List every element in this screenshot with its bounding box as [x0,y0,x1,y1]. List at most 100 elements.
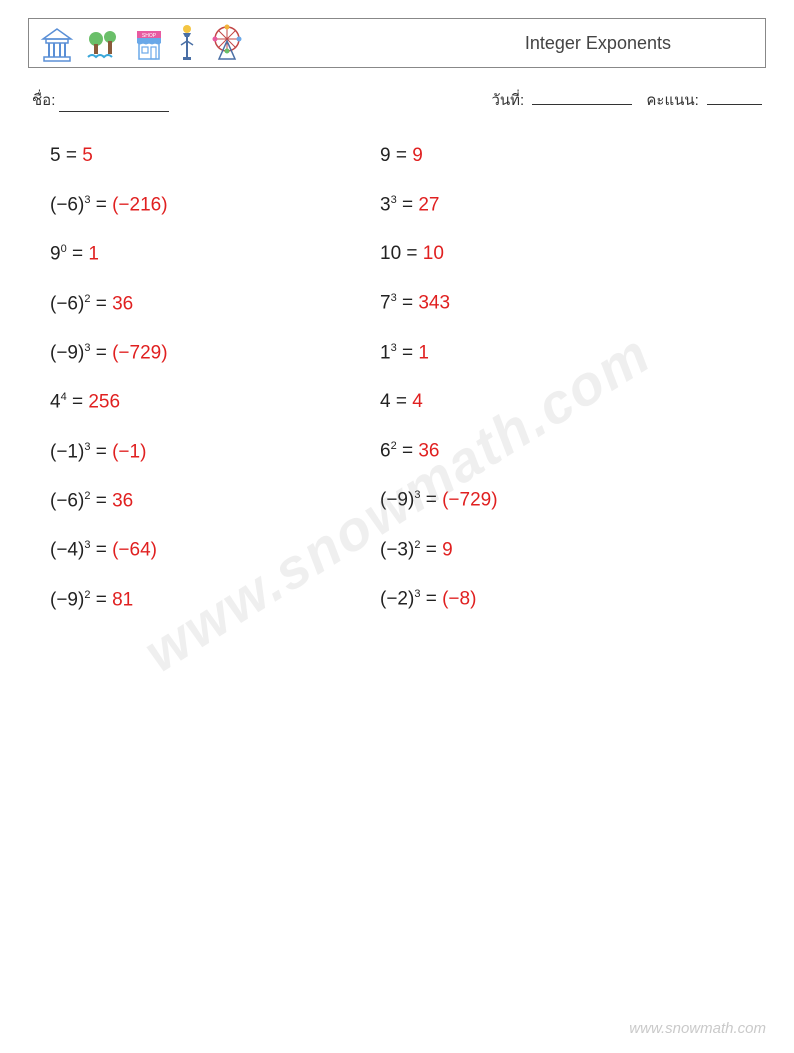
equals-sign: = [420,490,442,511]
equals-sign: = [90,441,112,462]
equals-sign: = [90,194,112,215]
problem-base: 7 [380,293,391,314]
equals-sign: = [90,293,112,314]
problem-base: (−6) [50,194,84,215]
problem-base: (−9) [380,490,414,511]
meta-row: ชื่อ: วันที่: คะแนน: [32,88,762,112]
score-label: คะแนน: [646,92,698,109]
name-label: ชื่อ: [32,88,55,112]
worksheet-title: Integer Exponents [525,33,751,54]
problem-answer: (−1) [112,441,146,462]
problem-exponent: 2 [84,293,90,305]
problem-answer: 1 [418,342,429,363]
problem-row: 10 = 10 [380,244,710,263]
problem-exponent: 3 [391,194,397,206]
problem-answer: 81 [112,589,133,610]
footer-url: www.snowmath.com [629,1020,766,1037]
equals-sign: = [401,243,423,264]
problem-exponent: 2 [414,539,420,551]
problem-base: 4 [50,392,61,413]
problems-column-right: 9 = 933 = 2710 = 1073 = 34313 = 14 = 462… [380,146,710,639]
problem-base: 6 [380,440,391,461]
problem-answer: 36 [418,440,439,461]
problem-row: (−9)3 = (−729) [50,343,380,362]
problem-answer: 27 [418,194,439,215]
problem-base: (−6) [50,490,84,511]
ferriswheel-icon [207,23,247,63]
equals-sign: = [391,145,413,166]
equals-sign: = [61,145,83,166]
problem-row: 13 = 1 [380,343,710,362]
streetlamp-icon [177,23,197,63]
date-blank [532,89,632,105]
problem-row: (−6)2 = 36 [50,491,380,510]
equals-sign: = [397,293,419,314]
problem-exponent: 3 [391,342,397,354]
problem-base: (−6) [50,293,84,314]
equals-sign: = [420,539,442,560]
problem-exponent: 2 [84,589,90,601]
problem-row: (−4)3 = (−64) [50,540,380,559]
problem-row: (−6)3 = (−216) [50,195,380,214]
problem-row: 44 = 256 [50,392,380,411]
equals-sign: = [90,342,112,363]
problem-exponent: 3 [84,194,90,206]
score-blank [707,89,762,105]
problem-row: 73 = 343 [380,293,710,312]
problem-row: 90 = 1 [50,244,380,263]
problem-answer: 5 [82,145,93,166]
equals-sign: = [391,391,413,412]
header-box: SHOP [28,18,766,68]
problem-answer: 256 [88,392,120,413]
problem-answer: (−8) [442,588,476,609]
problem-answer: (−729) [112,342,167,363]
problem-exponent: 0 [61,243,67,255]
equals-sign: = [397,342,419,363]
problem-exponent: 3 [84,441,90,453]
problem-exponent: 3 [84,539,90,551]
trees-icon [85,27,121,63]
problem-row: (−3)2 = 9 [380,540,710,559]
name-blank [59,96,169,112]
problem-base: 5 [50,145,61,166]
equals-sign: = [90,589,112,610]
equals-sign: = [90,540,112,561]
equals-sign: = [397,194,419,215]
problem-base: 3 [380,194,391,215]
equals-sign: = [397,440,419,461]
problem-row: (−9)2 = 81 [50,590,380,609]
problems-grid: 5 = 5(−6)3 = (−216)90 = 1(−6)2 = 36(−9)3… [28,146,766,639]
problem-base: (−3) [380,539,414,560]
problem-base: (−9) [50,342,84,363]
problem-answer: 343 [418,293,450,314]
problem-base: 4 [380,391,391,412]
problem-answer: (−216) [112,194,167,215]
problem-base: 9 [380,145,391,166]
equals-sign: = [67,244,89,265]
problems-column-left: 5 = 5(−6)3 = (−216)90 = 1(−6)2 = 36(−9)3… [50,146,380,639]
problem-base: (−2) [380,588,414,609]
problem-base: (−9) [50,589,84,610]
problem-row: 5 = 5 [50,146,380,165]
problem-base: (−1) [50,441,84,462]
equals-sign: = [67,392,89,413]
date-label: วันที่: [491,92,524,109]
problem-answer: 9 [442,539,453,560]
problem-answer: 36 [112,293,133,314]
problem-answer: 1 [88,244,99,265]
problem-answer: 10 [423,243,444,264]
shop-icon: SHOP [131,27,167,63]
equals-sign: = [420,588,442,609]
problem-answer: (−729) [442,490,497,511]
problem-exponent: 2 [84,490,90,502]
problem-answer: 36 [112,490,133,511]
problem-exponent: 2 [391,440,397,452]
problem-base: 10 [380,243,401,264]
header-icon-strip: SHOP [39,23,247,63]
problem-base: 9 [50,244,61,265]
problem-exponent: 3 [84,342,90,354]
building-icon [39,27,75,63]
problem-exponent: 3 [391,292,397,304]
problem-row: 9 = 9 [380,146,710,165]
problem-row: 62 = 36 [380,441,710,460]
